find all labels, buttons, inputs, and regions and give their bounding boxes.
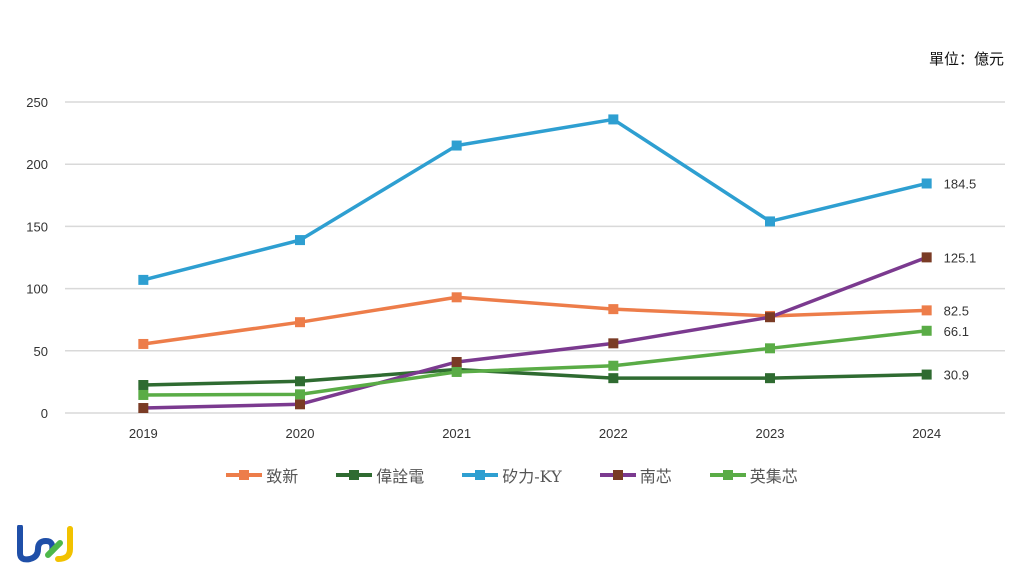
data-point (921, 305, 932, 316)
data-point (765, 373, 775, 384)
legend-label: 偉詮電 (376, 467, 425, 486)
x-tick-label: 2023 (756, 426, 785, 441)
data-label: 82.5 (944, 303, 969, 318)
line-chart: 0 50 100 150 200 250 2019 2020 2021 2022 2023 2024 8… (26, 95, 1005, 441)
legend-label: 矽力-KY (502, 467, 562, 486)
data-point (295, 389, 305, 400)
data-point (451, 140, 462, 151)
y-tick-label: 150 (26, 219, 48, 234)
series-line-1 (143, 367, 927, 387)
data-label: 66.1 (944, 324, 969, 339)
data-point (138, 338, 149, 349)
data-point (921, 252, 932, 263)
series-line-0 (143, 295, 927, 346)
data-point (608, 338, 619, 349)
y-tick-label: 250 (26, 95, 48, 110)
x-tick-label: 2019 (129, 426, 158, 441)
data-point (295, 235, 305, 246)
data-point (921, 325, 932, 336)
data-point (138, 380, 149, 391)
series-line-2 (142, 117, 928, 282)
data-label: 125.1 (944, 250, 977, 265)
y-tick-label: 50 (34, 344, 48, 359)
x-tick-label: 2020 (286, 426, 315, 441)
data-point (765, 343, 775, 354)
x-tick-label: 2021 (442, 426, 471, 441)
data-point (921, 369, 932, 380)
data-label: 184.5 (944, 176, 977, 191)
data-point (295, 376, 305, 387)
x-tick-label: 2024 (912, 426, 941, 441)
data-point (608, 360, 619, 371)
legend-item: 英集芯 (709, 463, 798, 487)
data-point (138, 389, 149, 400)
legend-item: 矽力-KY (462, 463, 562, 487)
legend-swatch (226, 470, 263, 480)
legend-label: 致新 (266, 467, 299, 486)
tej-logo (17, 525, 73, 563)
data-point (295, 317, 305, 328)
y-tick-label: 100 (26, 282, 48, 297)
data-point (451, 292, 462, 303)
legend-item: 偉詮電 (336, 463, 424, 487)
legend-item: 南芯 (599, 463, 672, 487)
x-tick-label: 2022 (599, 426, 628, 441)
legend-swatch (462, 470, 499, 480)
series-line-4 (143, 329, 927, 397)
data-point (138, 403, 149, 414)
legend-swatch (336, 470, 373, 480)
legend-label: 南芯 (639, 467, 672, 486)
unit-label: 單位：億元 (928, 50, 1004, 68)
data-point (138, 274, 149, 285)
data-label: 30.9 (944, 368, 969, 383)
legend-item: 致新 (226, 463, 298, 487)
data-point (608, 373, 619, 384)
data-point (608, 304, 619, 315)
data-point (608, 114, 619, 125)
legend-swatch (599, 470, 636, 480)
legend: 致新 偉詮電 矽力-KY 南芯 英集芯 (0, 463, 1024, 487)
data-point (451, 356, 462, 367)
data-point (451, 366, 462, 377)
series-line-3 (143, 255, 928, 410)
data-point (921, 178, 932, 189)
legend-label: 英集芯 (749, 467, 798, 486)
legend-swatch (709, 470, 746, 480)
data-point (765, 216, 775, 227)
y-tick-label: 0 (41, 406, 48, 421)
data-point (295, 399, 305, 410)
data-point (765, 312, 775, 323)
y-tick-label: 200 (26, 157, 48, 172)
